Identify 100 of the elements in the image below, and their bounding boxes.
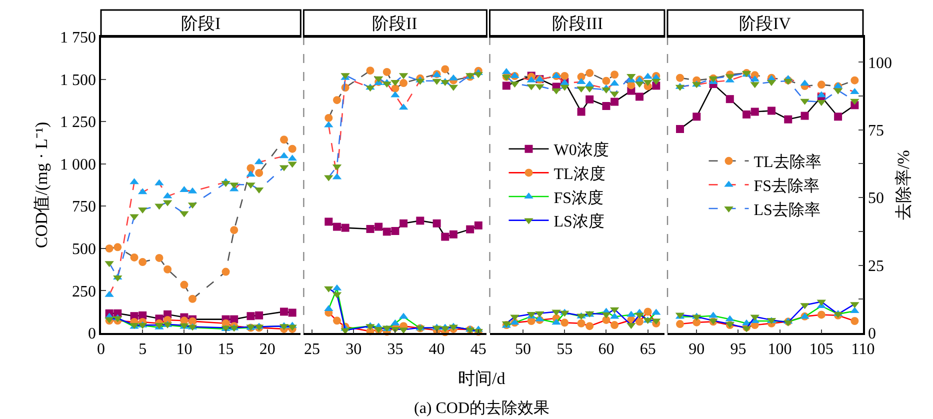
point [784,115,792,124]
point [246,164,255,172]
point [750,108,759,116]
y2-tick-label: 25 [868,258,884,275]
x-tick-label: 55 [556,340,573,358]
point [726,95,734,104]
point [255,311,264,320]
x-tick-label: 110 [851,340,875,358]
point [800,112,809,120]
point [105,244,114,253]
legend-label: LS浓度 [554,212,604,231]
y-tick-label: 750 [72,198,96,216]
point [850,316,859,325]
point [374,222,383,231]
point [246,312,255,320]
point [332,316,341,325]
chart-title: 阶段IV [739,14,792,33]
x-tick-label: 45 [470,340,486,358]
point [449,230,458,238]
point [474,221,482,230]
x-tick-label: 50 [515,340,532,358]
x-tick-label: 40 [428,340,445,358]
point [817,310,826,319]
y-tick-label: 1 250 [60,114,96,132]
point [138,258,147,266]
point [610,70,619,79]
y-axis-title: COD值/(mg · L⁻¹) [32,122,52,248]
point [692,318,701,326]
point [834,112,842,121]
y2-tick-label: 100 [868,54,892,72]
x-tick-label: 90 [688,340,705,358]
legend-label: LS去除率 [754,200,820,219]
point [602,316,610,324]
point [636,318,644,326]
point [230,315,238,324]
y2-axis-title: 去除率/% [894,150,913,220]
point [441,232,450,241]
point [324,114,333,122]
y-tick-label: 1 750 [60,30,96,47]
point [366,66,374,75]
point [324,218,333,226]
x-tick-label: 65 [640,340,656,358]
y-tick-label: 500 [72,241,96,258]
x-tick-label: 10 [176,340,192,358]
point [610,98,619,106]
point [255,168,264,177]
x-tick-label: 15 [218,340,234,358]
text: (a) COD的去除效果 [414,399,550,417]
y-tick-label: 0 [88,326,96,343]
x-tick-label: 95 [730,340,746,358]
point [636,92,644,101]
point [222,268,230,276]
point [502,82,510,90]
point [644,308,652,316]
x-tick-label: 30 [346,340,362,358]
point [676,74,684,82]
point [288,144,296,153]
point [288,308,296,317]
chart-title: 阶段II [372,14,418,33]
point [586,95,594,104]
point [400,219,408,228]
legend-label: W0浓度 [554,141,609,160]
point [560,72,569,80]
point [188,294,197,303]
y2-tick-label: 0 [868,326,876,343]
point [280,308,288,316]
point [742,110,751,118]
point [366,224,374,233]
y-tick-label: 1 500 [60,72,96,89]
point [602,102,610,110]
y2-tick-label: 75 [868,122,884,140]
point [441,65,450,74]
x-tick-label: 5 [138,340,147,358]
y2-tick-label: 50 [868,190,884,208]
x-tick-label: 20 [259,340,276,358]
legend-label: FS浓度 [554,188,604,207]
point [850,76,859,84]
point [180,280,188,289]
point [332,222,341,231]
point [817,80,826,89]
legend-label: FS去除率 [754,176,820,195]
legend-label: TL浓度 [554,164,606,183]
point [155,254,164,262]
point [230,226,238,234]
x-tick-label: 25 [304,340,320,358]
legend-label: TL去除率 [754,153,822,172]
point [332,96,341,104]
point [586,69,594,78]
point [164,265,172,274]
point [280,136,288,144]
point [341,224,350,232]
x-tick-label: 60 [598,340,614,358]
point [391,227,400,236]
point [767,106,776,115]
point [416,216,424,225]
x-axis-title: 时间/d [458,369,506,388]
point [676,125,684,134]
point [382,228,391,236]
point [692,112,701,121]
x-tick-label: 100 [768,340,792,358]
